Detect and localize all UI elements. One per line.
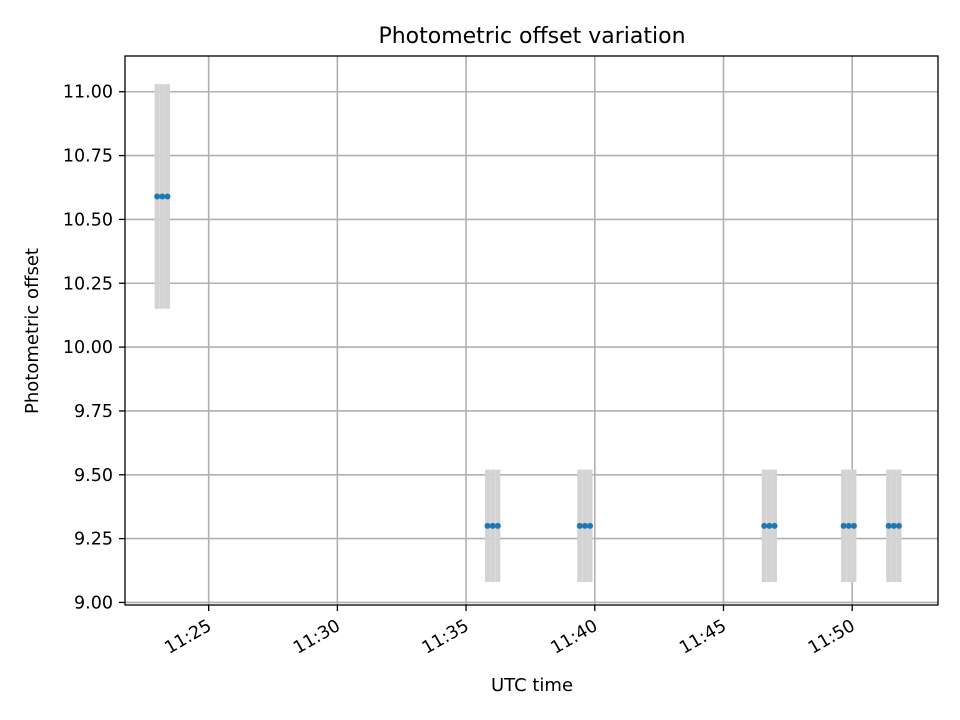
data-point xyxy=(890,522,897,529)
grid-lines xyxy=(125,56,938,605)
y-tick-label: 9.75 xyxy=(74,402,113,422)
data-point xyxy=(771,522,778,529)
data-point xyxy=(840,522,847,529)
data-point xyxy=(581,522,588,529)
y-tick-label: 9.25 xyxy=(74,530,113,550)
y-axis-label: Photometric offset xyxy=(22,248,43,414)
data-point xyxy=(895,522,902,529)
y-tick-label: 10.25 xyxy=(63,274,113,294)
y-tick-label: 10.00 xyxy=(63,338,113,358)
data-points xyxy=(154,193,902,529)
data-point xyxy=(489,522,496,529)
data-point xyxy=(761,522,768,529)
y-tick-label: 9.00 xyxy=(74,593,113,613)
data-point xyxy=(494,522,501,529)
y-tick-label: 9.50 xyxy=(74,466,113,486)
data-point xyxy=(164,193,171,200)
data-point xyxy=(766,522,773,529)
data-point xyxy=(576,522,583,529)
data-point xyxy=(885,522,892,529)
data-point xyxy=(484,522,491,529)
y-axis-ticks: 9.00 9.25 9.50 9.75 10.00 10.25 10.50 10.75 11.0… xyxy=(63,83,125,613)
chart-title: Photometric offset variation xyxy=(378,24,685,49)
data-point xyxy=(587,522,594,529)
data-point xyxy=(154,193,161,200)
data-point xyxy=(850,522,857,529)
y-tick-label: 10.50 xyxy=(63,210,113,230)
y-tick-label: 10.75 xyxy=(63,147,113,167)
data-point xyxy=(845,522,852,529)
x-axis-label: UTC time xyxy=(491,675,573,696)
plot-frame xyxy=(124,55,939,606)
y-tick-label: 11.00 xyxy=(63,83,113,103)
data-point xyxy=(159,193,166,200)
